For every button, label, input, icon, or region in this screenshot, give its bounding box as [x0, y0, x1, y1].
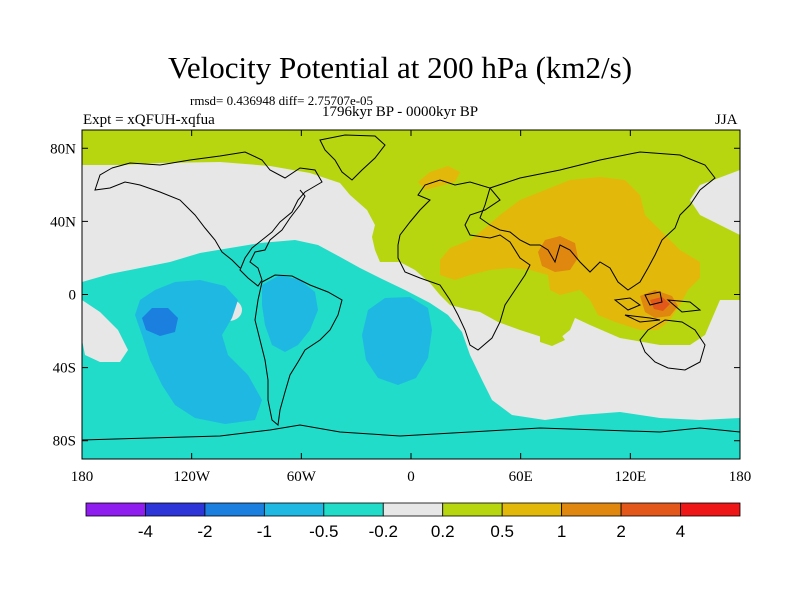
period-label: 1796kyr BP - 0000kyr BP — [322, 104, 479, 120]
coastlines — [82, 134, 740, 441]
colorbar-swatch — [442, 502, 503, 517]
coast-islands — [613, 291, 702, 323]
colorbar-swatch — [323, 502, 384, 517]
colorbar-swatch — [680, 502, 741, 517]
lat-label: 40N — [50, 214, 76, 230]
coast-antarctica — [82, 424, 740, 441]
colorbar-label: -1 — [257, 522, 272, 541]
coast-greenland — [319, 134, 386, 181]
map-contour-fills — [82, 130, 740, 459]
season-label: JJA — [715, 112, 738, 128]
lon-label: 120W — [173, 469, 211, 485]
colorbar-swatch — [561, 502, 622, 517]
colorbar-label: -4 — [138, 522, 153, 541]
fill-positive-1-india — [538, 236, 578, 272]
lon-label: 0 — [407, 469, 415, 485]
fill-negative-05-south-america — [262, 275, 318, 352]
fill-positive-2-maritime — [650, 297, 670, 311]
lon-label: 120E — [614, 469, 646, 485]
fill-negative-1 — [142, 308, 178, 336]
axis-labels: 80N 40N 0 40S 80S 180 120W 60W 0 60E 120E 180 — [50, 141, 751, 485]
colorbar-label: 0.5 — [490, 522, 514, 541]
lon-label: 180 — [729, 469, 752, 485]
fill-positive-south-blob — [540, 330, 565, 346]
colorbar-label: 0.2 — [431, 522, 455, 541]
lon-label: 180 — [71, 469, 94, 485]
lat-label: 80S — [53, 434, 76, 450]
colorbar-swatch — [204, 502, 265, 517]
experiment-label: Expt = xQFUH-xqfua — [83, 112, 215, 128]
coast-europe-africa — [397, 179, 531, 351]
lat-label: 0 — [69, 288, 77, 304]
colorbar-label: -2 — [197, 522, 212, 541]
colorbar-label: 4 — [676, 522, 685, 541]
coast-south-america — [254, 274, 343, 426]
colorbar-swatch — [85, 502, 146, 517]
fill-negative-05-atlantic — [362, 297, 432, 385]
colorbar-swatch — [620, 502, 681, 517]
colorbar-label: 1 — [557, 522, 566, 541]
plot-title: Velocity Potential at 200 hPa (km2/s) — [167, 50, 633, 85]
colorbar-swatch — [501, 502, 563, 517]
lon-label: 60E — [509, 469, 533, 485]
stats-text: rmsd= 0.436948 diff= 2.75707e-05 — [190, 93, 374, 108]
axis-ticks — [81, 130, 741, 459]
colorbar-label: 2 — [616, 522, 625, 541]
colorbar-swatch — [263, 502, 325, 517]
colorbar-swatch — [145, 502, 206, 517]
lat-label: 80N — [50, 141, 76, 157]
colorbar-label: -0.5 — [309, 522, 338, 541]
colorbar-swatch — [382, 502, 444, 517]
colorbar: -4 -2 -1 -0.5 -0.2 0.2 0.5 1 2 4 — [85, 502, 741, 541]
fill-near-zero-hole-east-pacific — [82, 300, 128, 362]
lon-label: 60W — [287, 469, 317, 485]
colorbar-label: -0.2 — [369, 522, 398, 541]
coast-australia — [639, 319, 706, 371]
coast-north-america — [94, 151, 323, 287]
coast-asia — [479, 151, 716, 291]
lat-label: 40S — [53, 361, 76, 377]
